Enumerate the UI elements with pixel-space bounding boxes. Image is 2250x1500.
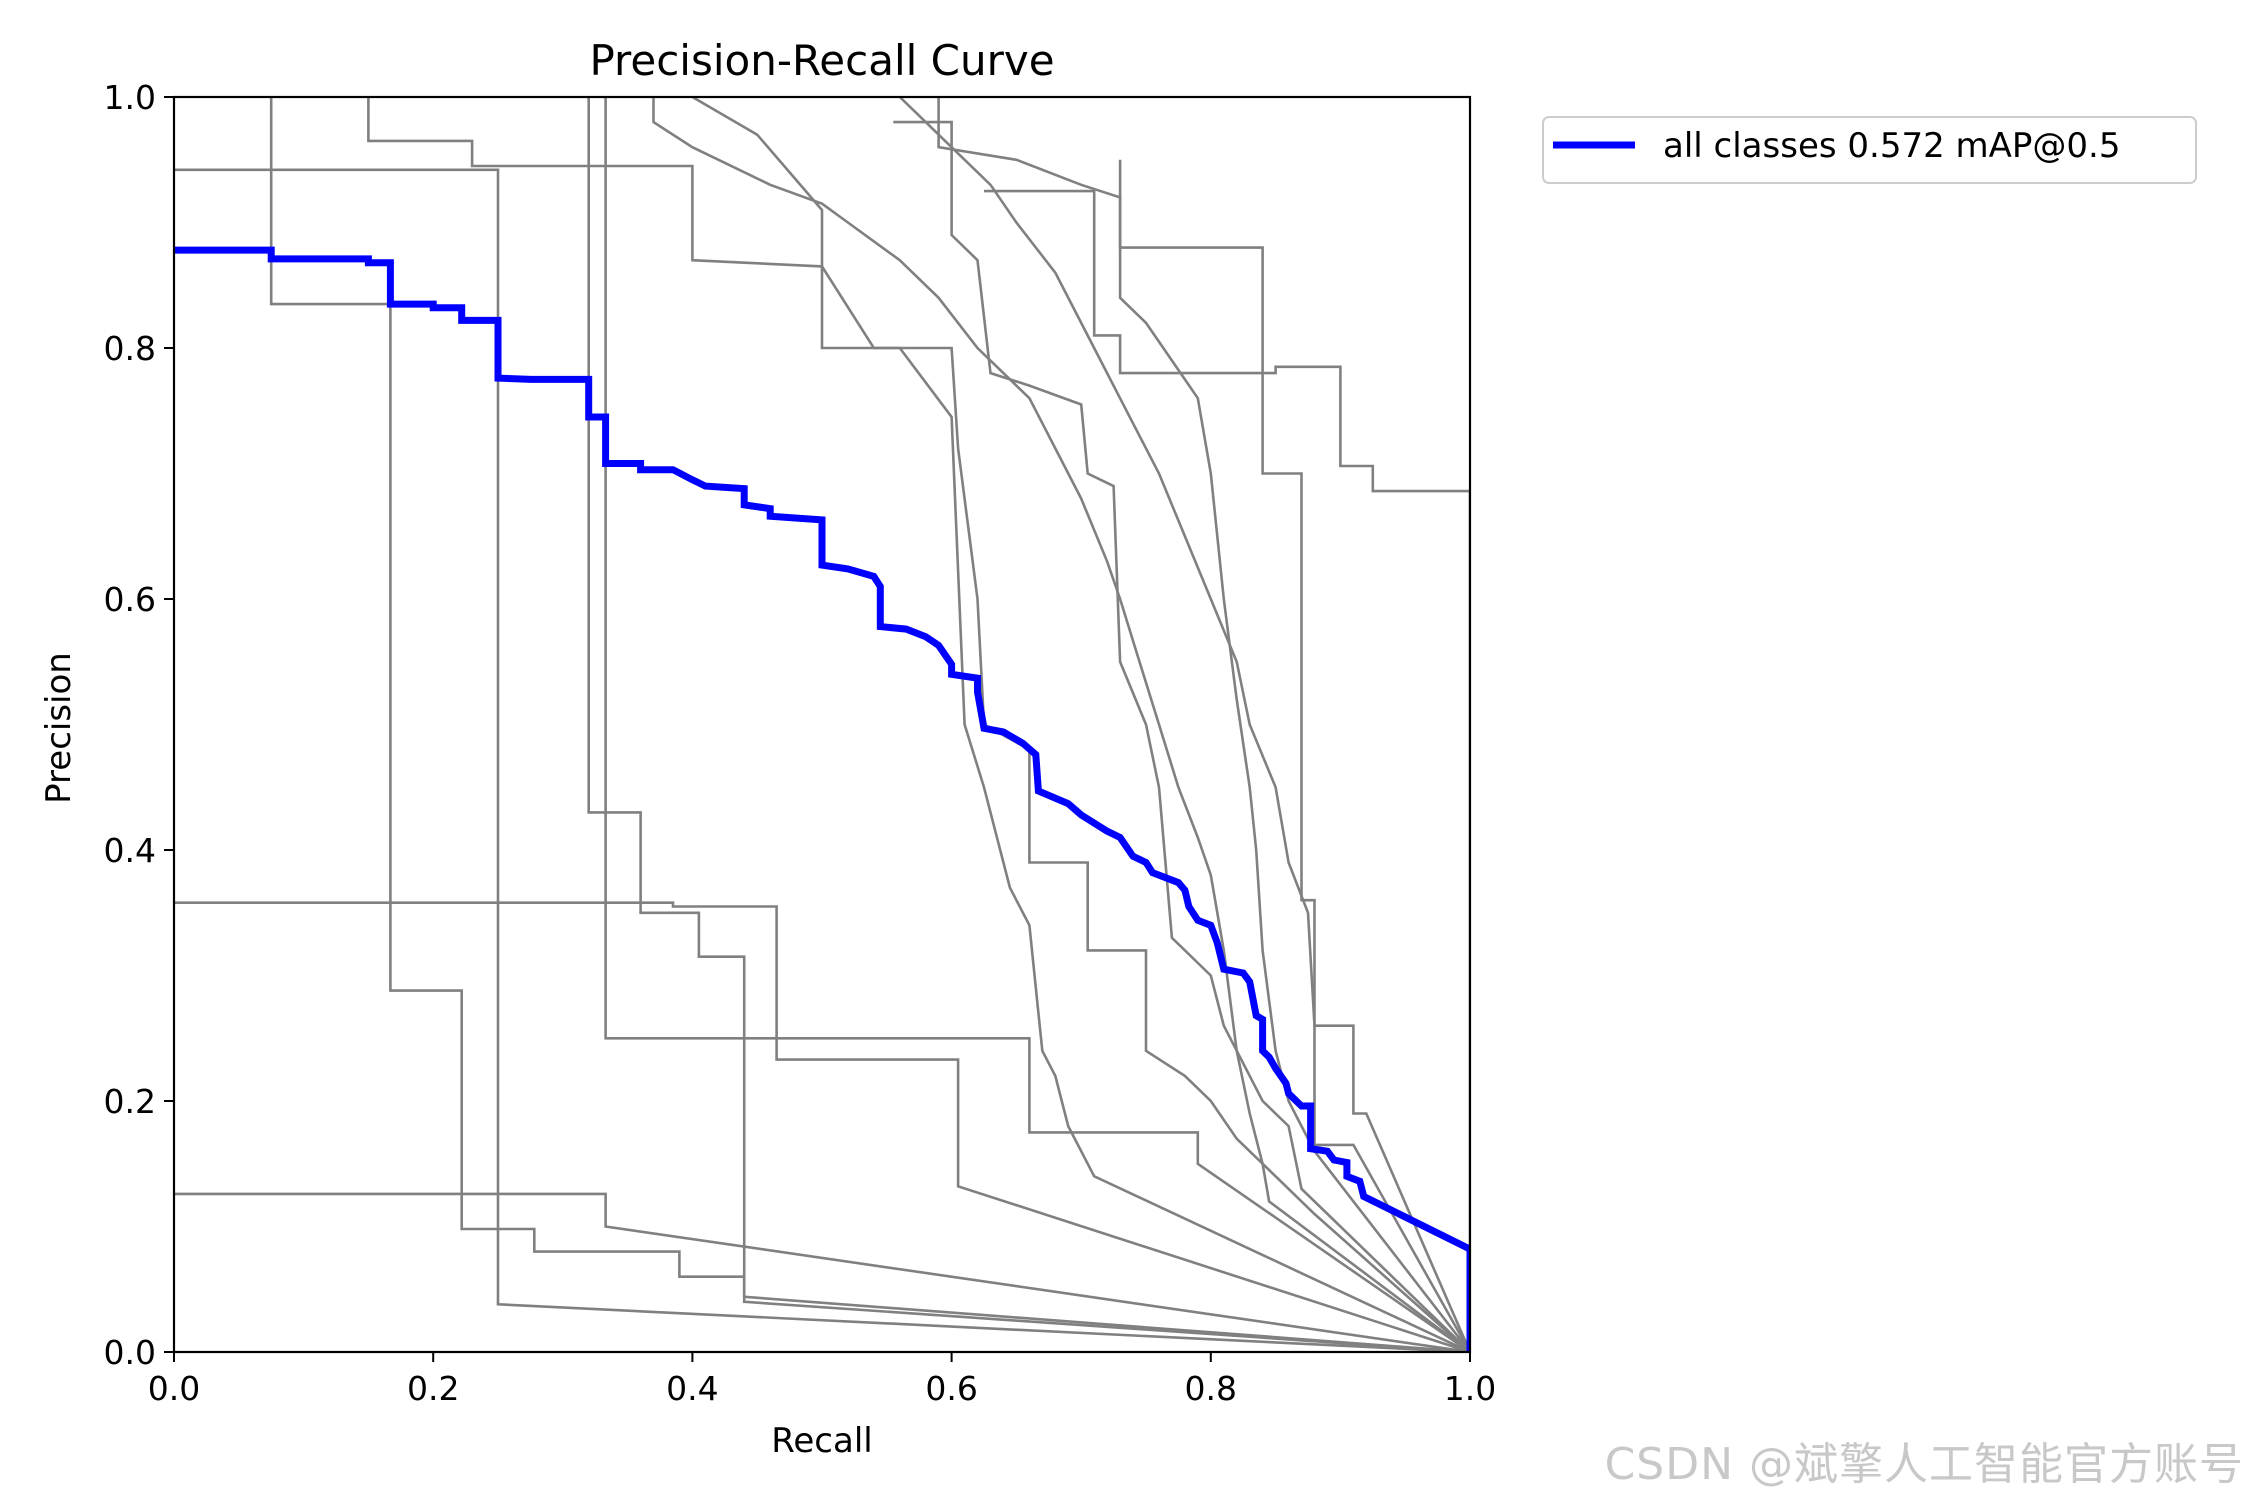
series-line-class-14 — [893, 120, 1470, 1352]
series-line-class-7 — [367, 97, 1470, 1352]
y-axis-label: Precision — [39, 652, 79, 804]
watermark: CSDN @斌擎人工智能官方账号 — [1604, 1439, 2244, 1490]
legend: all classes 0.572 mAP@0.5 — [1542, 116, 2197, 184]
x-tick-label: 0.8 — [1185, 1369, 1237, 1408]
chart-title: Precision-Recall Curve — [589, 36, 1054, 85]
x-tick-label: 0.0 — [148, 1369, 200, 1408]
x-tick-label: 0.6 — [925, 1369, 977, 1408]
series-line-class-9 — [691, 97, 1470, 1352]
x-tick-label: 0.4 — [666, 1369, 718, 1408]
y-tick-label: 0.2 — [104, 1082, 156, 1121]
x-axis-label: Recall — [771, 1421, 872, 1461]
legend-label: all classes 0.572 mAP@0.5 — [1663, 126, 2120, 166]
series-line-all-classes — [174, 246, 1470, 1352]
series-layer — [174, 97, 1470, 1352]
x-axis-ticks: 0.0 0.2 0.4 0.6 0.8 1.0 — [148, 1352, 1496, 1408]
y-tick-label: 0.8 — [104, 329, 156, 368]
series-line-class-8 — [652, 97, 1470, 1352]
y-tick-label: 0.0 — [104, 1333, 156, 1372]
series-line-class-1 — [174, 901, 1470, 1352]
series-line-class-6 — [604, 97, 1470, 1352]
x-tick-label: 1.0 — [1444, 1369, 1496, 1408]
series-line-class-10 — [937, 97, 1470, 1352]
series-line-class-12 — [984, 189, 1470, 1352]
x-tick-label: 0.2 — [407, 1369, 459, 1408]
y-tick-label: 0.4 — [104, 831, 156, 870]
y-tick-label: 0.6 — [104, 580, 156, 619]
series-line-class-4 — [174, 168, 1470, 1352]
plot-frame — [172, 95, 1472, 1354]
series-line-class-2 — [174, 1192, 1470, 1352]
legend-box — [1542, 116, 2197, 184]
series-line-class-13 — [1118, 159, 1470, 1352]
y-axis-ticks: 0.0 0.2 0.4 0.6 0.8 1.0 — [104, 78, 174, 1372]
y-tick-label: 1.0 — [104, 78, 156, 117]
series-line-class-11 — [898, 97, 1470, 1352]
